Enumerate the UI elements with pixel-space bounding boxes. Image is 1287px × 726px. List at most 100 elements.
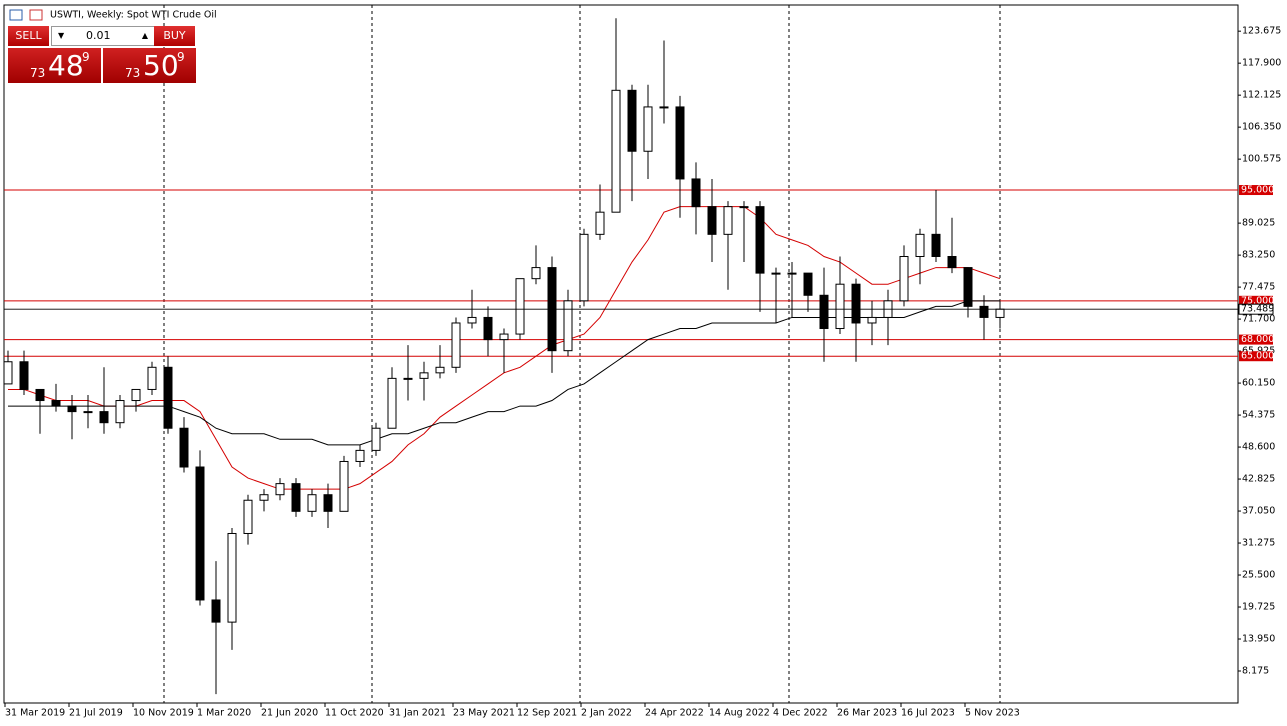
candle-body: [659, 106, 669, 109]
price-pips: 48: [48, 49, 84, 82]
x-tick-label: 23 May 2021: [453, 708, 515, 719]
x-tick-label: 5 Nov 2023: [965, 708, 1020, 719]
candle-body: [467, 316, 477, 324]
lot-value: 0.01: [86, 29, 111, 42]
candle-body: [947, 256, 957, 269]
candle-body: [643, 106, 653, 152]
candle-body: [323, 494, 333, 512]
y-tick-label: 13.950: [1242, 634, 1275, 645]
x-tick-label: 16 Jul 2023: [901, 708, 955, 719]
candle-body: [195, 466, 205, 601]
lot-input[interactable]: ▼ 0.01 ▲: [51, 26, 155, 46]
candle-body: [67, 405, 77, 413]
candle-body: [179, 427, 189, 468]
x-tick-label: 21 Jul 2019: [69, 708, 123, 719]
candle-body: [307, 494, 317, 512]
candle-body: [563, 300, 573, 352]
candle-body: [771, 272, 781, 275]
y-tick-label: 37.050: [1242, 506, 1275, 517]
y-tick-label: 54.375: [1242, 410, 1275, 421]
candle-body: [83, 411, 93, 414]
candle-body: [979, 305, 989, 318]
candle-body: [451, 322, 461, 368]
candle-body: [131, 388, 141, 402]
x-tick-label: 26 Mar 2023: [837, 708, 897, 719]
level-label: 95.000: [1241, 185, 1274, 196]
plot-frame: [3, 4, 1239, 704]
sell-price[interactable]: 73 48 9: [8, 48, 101, 83]
x-tick-label: 21 Jun 2020: [261, 708, 318, 719]
candle-body: [387, 377, 397, 429]
candle-body: [835, 283, 845, 330]
buy-button[interactable]: BUY: [154, 26, 195, 46]
x-tick-label: 10 Nov 2019: [133, 708, 194, 719]
spin-up[interactable]: ▲: [141, 31, 148, 40]
x-tick-label: 4 Dec 2022: [773, 708, 828, 719]
y-tick-label: 25.500: [1242, 570, 1275, 581]
x-tick-label: 24 Apr 2022: [645, 708, 704, 719]
candle-body: [339, 460, 349, 512]
level-label: 75.000: [1241, 295, 1274, 306]
current-price-label: 73.489: [1241, 304, 1274, 315]
y-tick-label: 100.575: [1242, 154, 1281, 165]
candle-body: [851, 283, 861, 324]
y-tick-label: 48.600: [1242, 442, 1275, 453]
price-fraction: 9: [177, 50, 185, 64]
candle-body: [291, 483, 301, 512]
candle-body: [99, 411, 109, 424]
candle-body: [931, 233, 941, 258]
y-tick-label: 8.175: [1242, 666, 1269, 677]
candle-body: [739, 206, 749, 209]
candle-body: [691, 178, 701, 208]
candle-body: [51, 400, 61, 407]
candle-body: [259, 494, 269, 501]
price-fraction: 9: [82, 50, 90, 64]
candle-body: [963, 267, 973, 307]
spin-down[interactable]: ▼: [58, 31, 65, 40]
candle-body: [611, 89, 621, 213]
candle-body: [19, 361, 29, 390]
candle-body: [227, 532, 237, 623]
candle-body: [627, 89, 637, 152]
candle-body: [675, 106, 685, 180]
candle-body: [531, 267, 541, 280]
current-price-tag: [1238, 303, 1274, 315]
candle-body: [995, 308, 1005, 318]
x-tick-label: 31 Mar 2019: [5, 708, 65, 719]
candle-body: [211, 599, 221, 623]
level-label: 65.000: [1241, 351, 1274, 362]
y-tick-label: 65.925: [1242, 346, 1275, 357]
y-tick-label: 83.250: [1242, 250, 1275, 261]
x-tick-label: 12 Sep 2021: [517, 708, 577, 719]
candle-body: [419, 372, 429, 379]
candle-body: [515, 278, 525, 335]
candle-body: [243, 499, 253, 534]
candle-body: [787, 272, 797, 275]
level-tag: [1239, 334, 1273, 345]
level-tag: [1239, 295, 1273, 306]
x-tick-label: 11 Oct 2020: [325, 708, 384, 719]
y-tick-label: 42.825: [1242, 474, 1275, 485]
candle-body: [3, 361, 13, 385]
x-tick-label: 14 Aug 2022: [709, 708, 770, 719]
price-big-figure: 73: [30, 66, 46, 80]
y-tick-label: 117.900: [1242, 58, 1281, 69]
sell-button[interactable]: SELL: [8, 26, 49, 46]
candle-body: [819, 294, 829, 330]
buy-price[interactable]: 73 50 9: [103, 48, 196, 83]
candle-body: [499, 333, 509, 341]
y-tick-label: 71.700: [1242, 314, 1275, 325]
level-tag: [1239, 351, 1273, 362]
trade-panel: SELL ▼ 0.01 ▲ BUY 73 48 9 73 50 9: [8, 26, 196, 83]
candle-body: [147, 366, 157, 390]
y-tick-label: 60.150: [1242, 378, 1275, 389]
y-tick-label: 77.475: [1242, 282, 1275, 293]
candle-body: [371, 427, 381, 451]
candle-body: [899, 256, 909, 302]
candle-body: [483, 316, 493, 341]
candle-body: [355, 449, 365, 462]
candle-body: [403, 377, 413, 380]
candle-body: [115, 400, 125, 424]
